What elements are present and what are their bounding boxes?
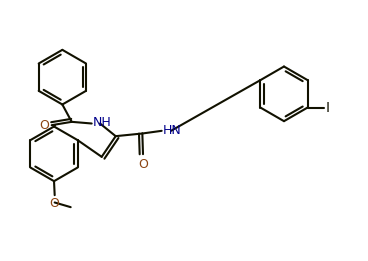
Text: HN: HN	[163, 124, 182, 137]
Text: O: O	[39, 119, 49, 132]
Text: I: I	[325, 100, 329, 115]
Text: O: O	[50, 197, 60, 210]
Text: O: O	[138, 158, 148, 171]
Text: NH: NH	[93, 116, 112, 129]
